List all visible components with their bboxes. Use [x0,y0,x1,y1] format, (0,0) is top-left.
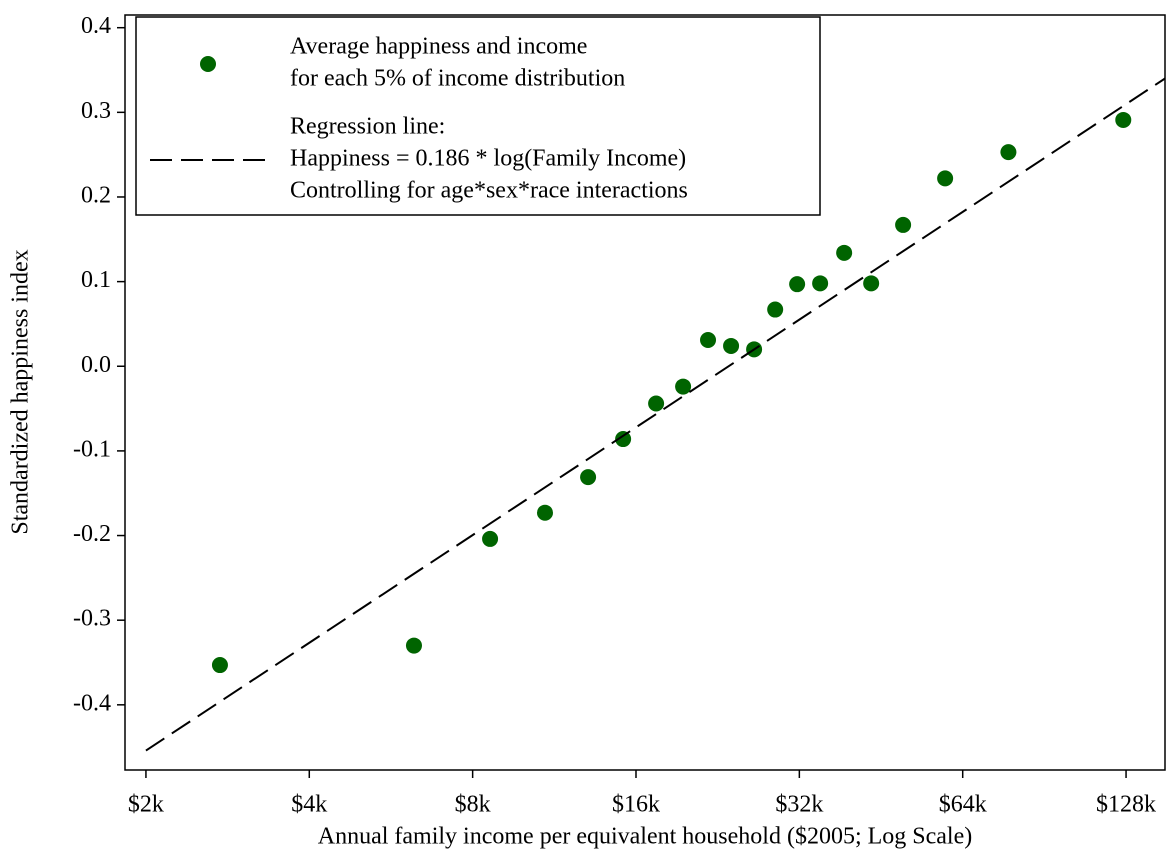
y-tick-label: 0.1 [81,267,111,293]
legend-marker [200,56,216,72]
data-point [789,276,806,293]
x-tick-label: $4k [291,792,327,818]
x-tick-label: $8k [455,792,491,818]
y-tick-label: -0.2 [73,521,111,547]
data-point [723,337,740,354]
y-tick-label: 0.4 [81,13,111,39]
y-tick-label: 0.0 [81,352,111,378]
x-axis-title: Annual family income per equivalent hous… [318,824,973,850]
y-tick-label: -0.1 [73,436,111,462]
x-tick-label: $16k [612,792,660,818]
data-point [675,378,692,395]
data-point [648,395,665,412]
data-point [536,504,553,521]
data-point [836,244,853,261]
regression-line [145,77,1166,752]
y-tick-label: 0.3 [81,98,111,124]
legend-label: Average happiness and income [290,34,587,60]
data-point [937,170,954,187]
data-point [863,275,880,292]
x-tick-label: $2k [128,792,164,818]
x-tick-label: $64k [939,792,987,818]
data-point [580,469,597,486]
legend-label: Happiness = 0.186 * log(Family Income) [290,146,686,172]
plot-frame [124,14,1166,771]
data-point [767,301,784,318]
x-tick-label: $32k [775,792,823,818]
data-point [405,637,422,654]
y-tick-label: 0.2 [81,182,111,208]
data-point [615,431,632,448]
y-tick-label: -0.4 [73,690,111,716]
data-point [482,530,499,547]
data-point [211,657,228,674]
data-point [1000,144,1017,161]
legend-label: Regression line: [290,114,445,140]
y-tick-label: -0.3 [73,606,111,632]
x-tick-label: $128k [1096,792,1156,818]
legend-label: for each 5% of income distribution [290,66,625,92]
data-point [812,275,829,292]
data-point [700,332,717,349]
legend-box [135,16,821,216]
data-point [1115,111,1132,128]
legend-label: Controlling for age*sex*race interaction… [290,178,688,204]
y-axis-title: Standardized happiness index [8,249,34,534]
data-point [895,216,912,233]
